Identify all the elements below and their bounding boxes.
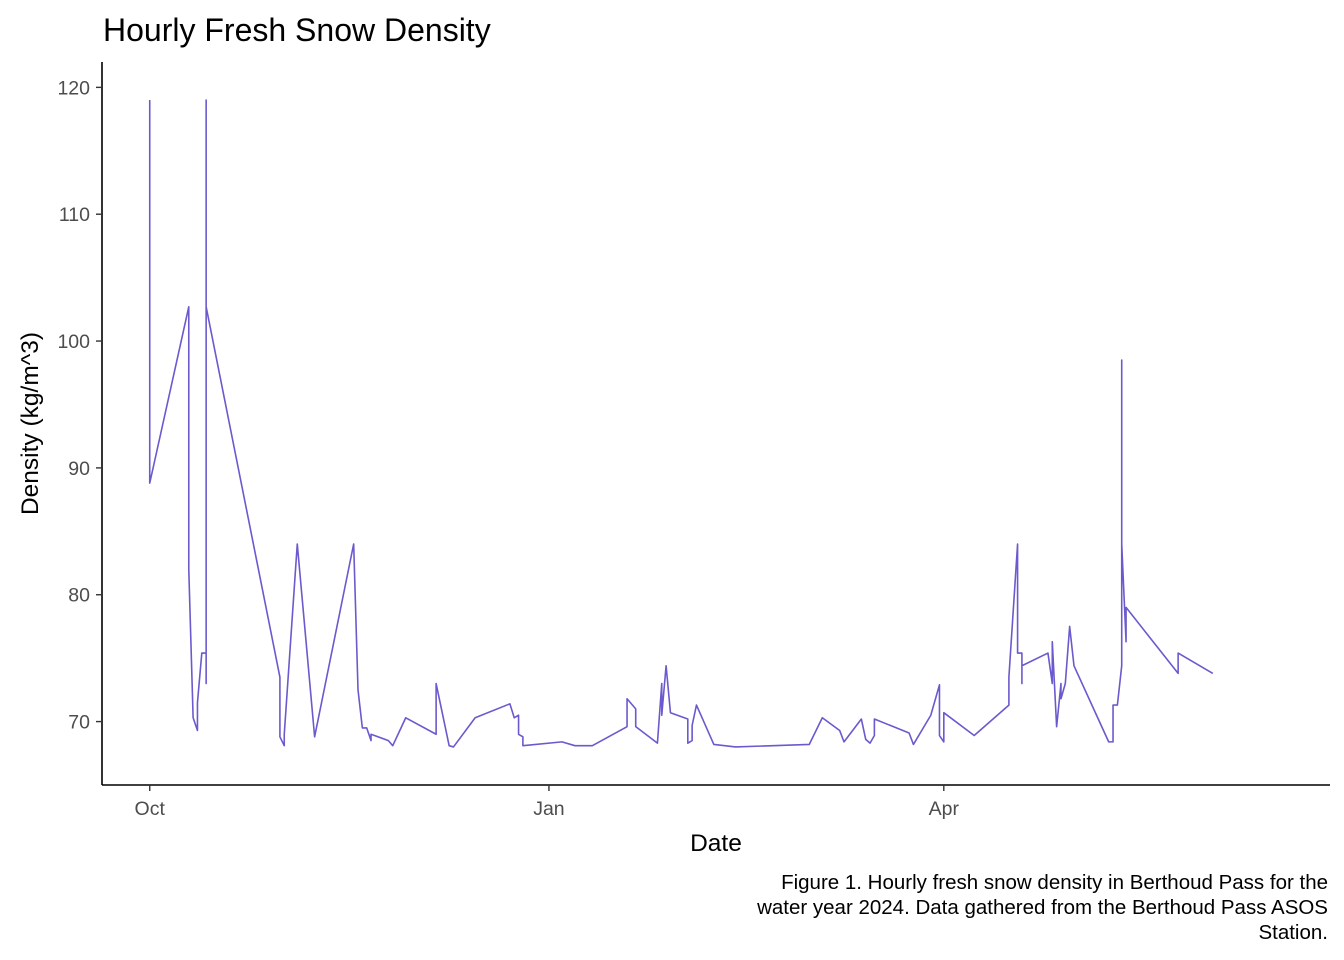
y-tick-label: 120	[57, 77, 90, 99]
caption-line: Figure 1. Hourly fresh snow density in B…	[781, 871, 1328, 894]
chart-marks: 70 80 90 100 110 120 Oct Jan Apr Date Density (kg/…	[17, 62, 1330, 857]
density-series-line	[148, 99, 1214, 748]
y-tick-label: 80	[68, 585, 90, 607]
figure-caption: Figure 1. Hourly fresh snow density in B…	[668, 870, 1328, 945]
y-tick-label: 110	[59, 204, 90, 226]
caption-line: Station.	[1258, 921, 1328, 944]
x-axis-title: Date	[690, 830, 742, 857]
y-tick-label: 100	[57, 331, 90, 353]
y-tick-label: 70	[68, 712, 90, 734]
x-tick-label: Apr	[929, 798, 960, 820]
x-tick-label: Jan	[533, 798, 564, 820]
chart-title: Hourly Fresh Snow Density	[103, 12, 491, 48]
x-tick-label: Oct	[135, 798, 166, 820]
y-axis-title: Density (kg/m^3)	[17, 332, 44, 515]
y-tick-label: 90	[68, 458, 90, 480]
caption-line: water year 2024. Data gathered from the …	[757, 896, 1328, 919]
